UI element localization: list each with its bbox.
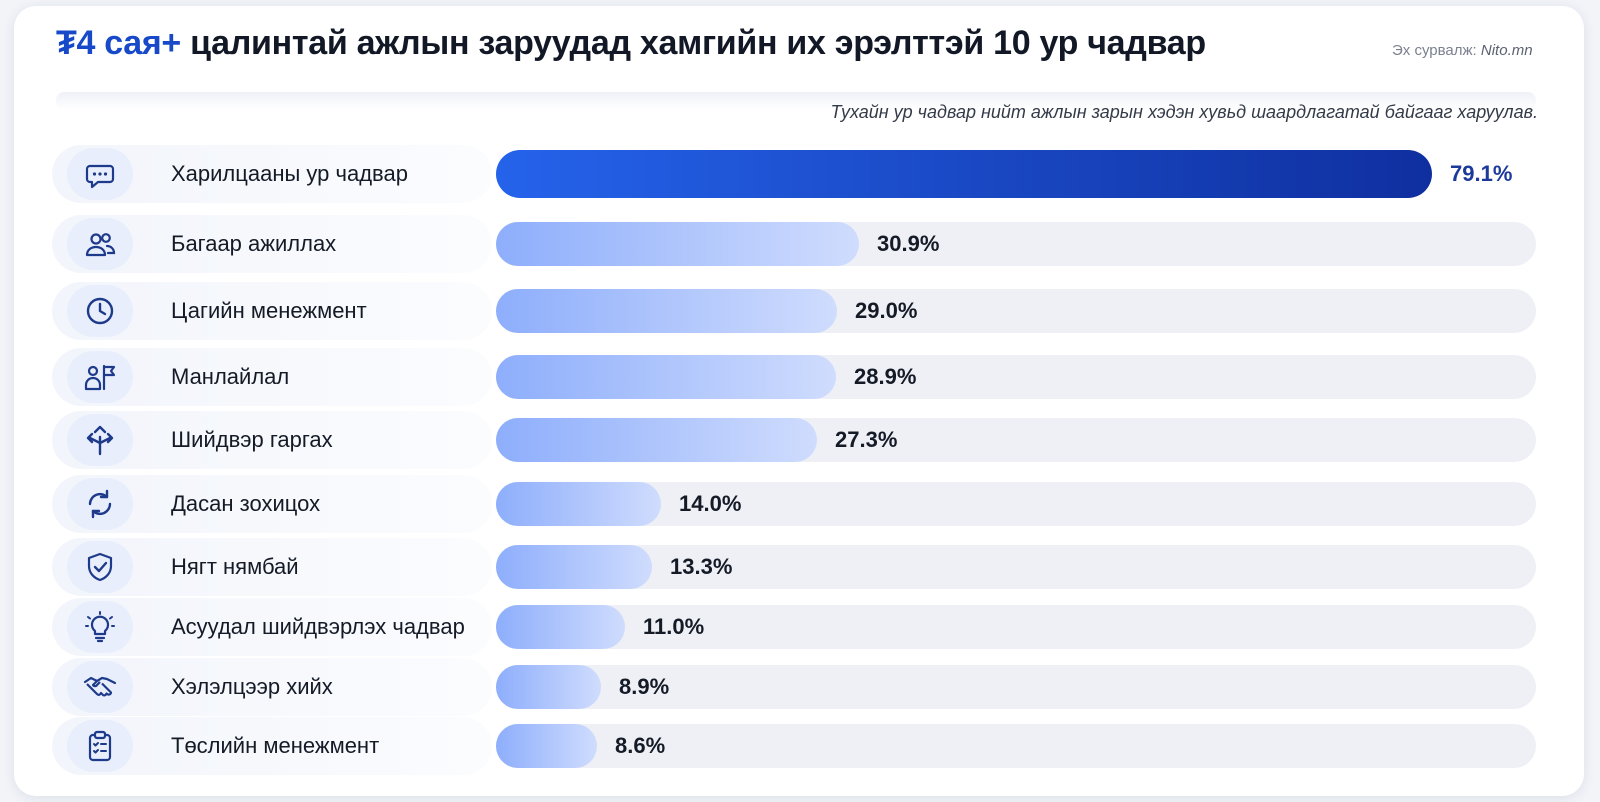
bar-8 bbox=[496, 605, 625, 649]
header-divider bbox=[56, 92, 1536, 110]
value-label: 28.9% bbox=[854, 364, 917, 389]
refresh-cycle-icon bbox=[88, 489, 112, 519]
bar-track bbox=[496, 482, 1536, 526]
source-note: Эх сурвалж: Nito.mn bbox=[1392, 42, 1533, 59]
bar-track bbox=[496, 605, 1536, 649]
chart-subtitle: Тухайн ур чадвар нийт ажлын зарын хэдэн … bbox=[830, 102, 1538, 122]
category-label: Багаар ажиллах bbox=[171, 231, 337, 256]
bar-7 bbox=[496, 545, 652, 589]
bar-3 bbox=[496, 289, 837, 333]
bar-track bbox=[496, 665, 1536, 709]
category-label: Манлайлал bbox=[171, 364, 290, 389]
source-name: Nito.mn bbox=[1480, 42, 1533, 59]
bar-9 bbox=[496, 665, 601, 709]
skill-icon-badge bbox=[67, 351, 133, 403]
skill-icon-badge bbox=[67, 661, 133, 713]
skill-icon-badge bbox=[67, 601, 133, 653]
clock-icon bbox=[86, 297, 114, 325]
lightbulb-icon bbox=[85, 611, 115, 643]
bar-1 bbox=[496, 150, 1432, 198]
decision-arrows-icon bbox=[86, 425, 114, 456]
category-label: Цагийн менежмент bbox=[171, 298, 367, 323]
bar-6 bbox=[496, 482, 661, 526]
category-label: Асуудал шийдвэрлэх чадвар bbox=[171, 614, 465, 639]
category-label: Шийдвэр гаргах bbox=[171, 427, 333, 452]
value-label: 14.0% bbox=[679, 491, 742, 516]
value-label: 8.6% bbox=[615, 733, 666, 758]
skill-icon-badge bbox=[67, 414, 133, 466]
skill-icon-badge bbox=[67, 148, 133, 200]
value-label: 79.1% bbox=[1450, 161, 1513, 186]
skill-icon-badge bbox=[67, 478, 133, 530]
skill-icon-badge bbox=[67, 541, 133, 593]
skill-icon-badge bbox=[67, 720, 133, 772]
source-label: Эх сурвалж: bbox=[1392, 42, 1481, 59]
chat-bubble-icon bbox=[85, 164, 115, 189]
value-label: 27.3% bbox=[835, 427, 898, 452]
team-icon bbox=[85, 233, 116, 257]
bar-track bbox=[496, 724, 1536, 768]
value-label: 30.9% bbox=[877, 231, 940, 256]
bar-2 bbox=[496, 222, 859, 266]
title-highlight: ₮4 сая+ bbox=[56, 24, 181, 62]
skill-icon-badge bbox=[67, 218, 133, 270]
bar-10 bbox=[496, 724, 597, 768]
clipboard-list-icon bbox=[88, 730, 112, 762]
skill-icon-badge bbox=[67, 285, 133, 337]
handshake-icon bbox=[83, 676, 117, 697]
value-label: 8.9% bbox=[619, 674, 670, 699]
value-label: 29.0% bbox=[855, 298, 918, 323]
title-text: цалинтай ажлын заруудад хамгийн их эрэлт… bbox=[180, 24, 1206, 62]
value-label: 11.0% bbox=[643, 614, 705, 639]
category-label: Төслийн менежмент bbox=[171, 733, 380, 758]
chart-title: ₮4 сая+ цалинтай ажлын заруудад хамгийн … bbox=[56, 24, 1206, 63]
category-label: Хэлэлцээр хийх bbox=[171, 674, 333, 699]
category-label: Нягт нямбай bbox=[171, 554, 299, 579]
shield-check-icon bbox=[87, 552, 113, 582]
bar-5 bbox=[496, 418, 817, 462]
bar-track bbox=[496, 545, 1536, 589]
value-label: 13.3% bbox=[670, 554, 733, 579]
category-label: Харилцааны ур чадвар bbox=[171, 161, 408, 186]
leader-flag-icon bbox=[84, 364, 116, 391]
bar-4 bbox=[496, 355, 836, 399]
category-label: Дасан зохицох bbox=[171, 491, 321, 516]
